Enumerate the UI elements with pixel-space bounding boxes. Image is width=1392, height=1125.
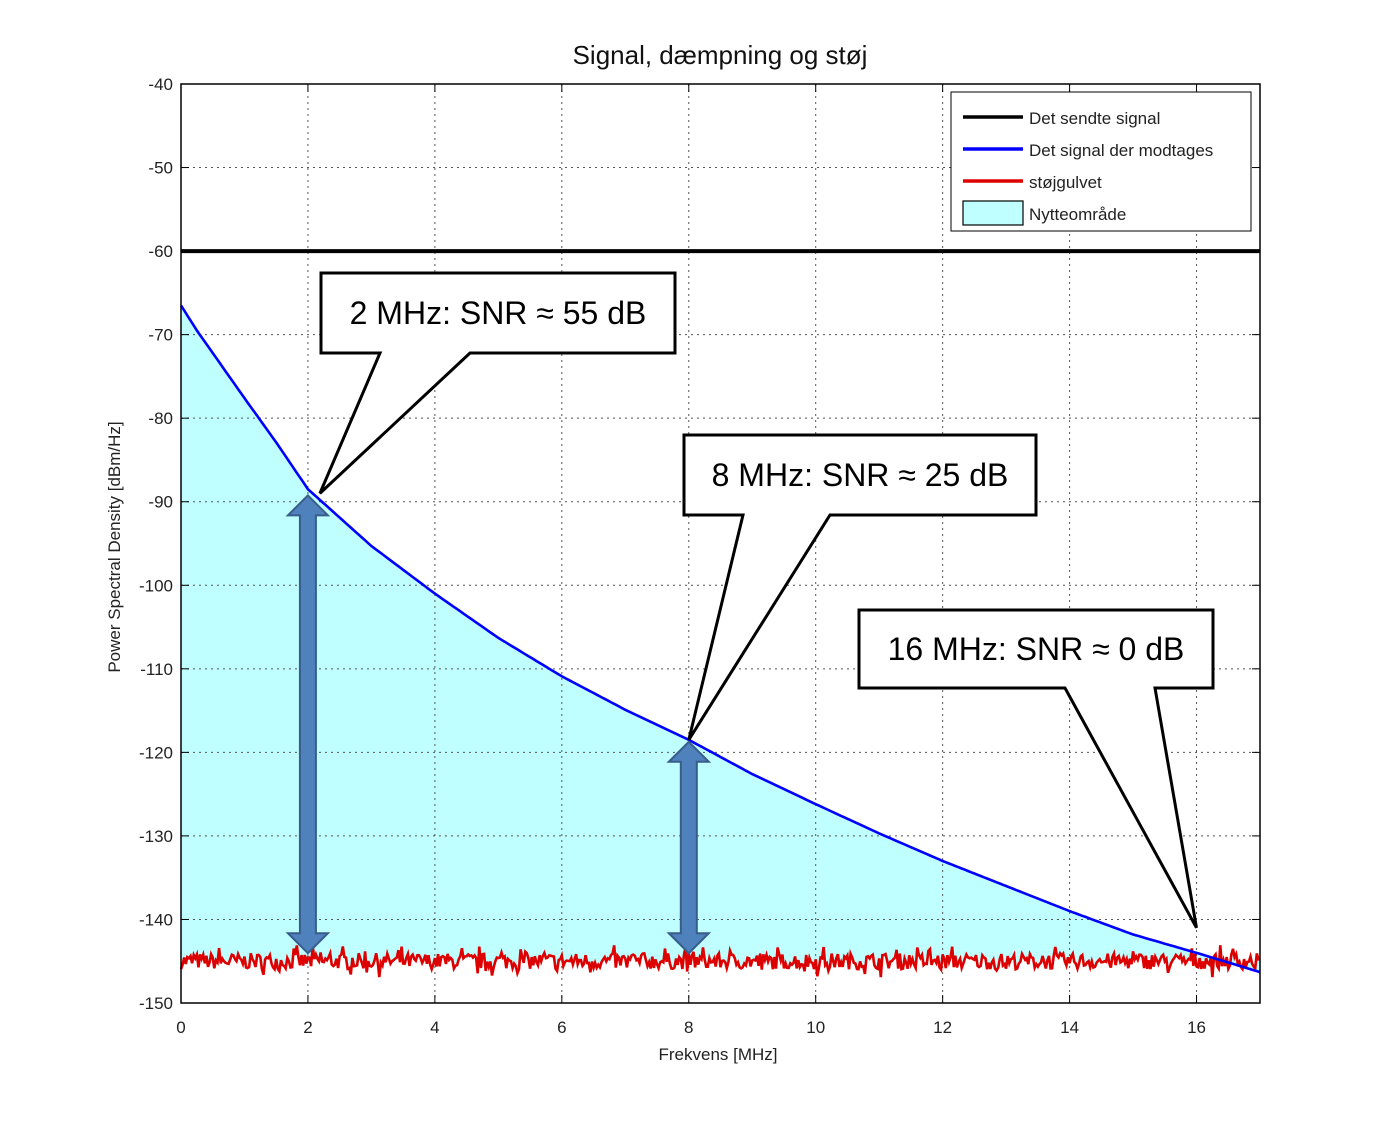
callout-8mhz: 8 MHz: SNR ≈ 25 dB xyxy=(682,433,1038,741)
callout-text: 8 MHz: SNR ≈ 25 dB xyxy=(712,457,1009,493)
x-tick-label: 16 xyxy=(1187,1018,1206,1037)
callout-2mhz: 2 MHz: SNR ≈ 55 dB xyxy=(318,271,677,495)
x-tick-label: 14 xyxy=(1060,1018,1079,1037)
y-tick-label: -40 xyxy=(148,75,173,94)
chart-title: Signal, dæmpning og støj xyxy=(573,40,868,70)
x-tick-label: 2 xyxy=(303,1018,312,1037)
legend-swatch xyxy=(962,200,1024,226)
x-tick-label: 8 xyxy=(684,1018,693,1037)
legend: Det sendte signal Det signal der modtages… xyxy=(950,91,1252,232)
axes-layer xyxy=(180,83,1261,1004)
series-stoejgulvet xyxy=(179,945,1261,978)
y-tick-label: -50 xyxy=(148,159,173,178)
callouts: 2 MHz: SNR ≈ 55 dB 8 MHz: SNR ≈ 25 dB 16 M… xyxy=(318,271,1215,929)
snr-arrow-2mhz xyxy=(285,493,331,955)
snr-arrow-8mhz xyxy=(666,740,712,955)
x-axis-label: Frekvens [MHz] xyxy=(658,1045,777,1064)
x-tick-label: 10 xyxy=(806,1018,825,1037)
y-tick-label: -140 xyxy=(139,910,173,929)
callout-bubble xyxy=(857,608,1215,929)
callout-bubble xyxy=(682,433,1038,741)
callout-text: 2 MHz: SNR ≈ 55 dB xyxy=(350,295,647,331)
axes-box xyxy=(180,83,1261,1004)
callout-text: 16 MHz: SNR ≈ 0 dB xyxy=(888,631,1185,667)
y-tick-label: -120 xyxy=(139,743,173,762)
y-tick-label: -90 xyxy=(148,493,173,512)
y-tick-label: -130 xyxy=(139,827,173,846)
legend-label: støjgulvet xyxy=(1029,173,1102,192)
arrow-layer xyxy=(285,493,712,955)
y-tick-label: -60 xyxy=(148,242,173,261)
y-tick-label: -110 xyxy=(140,660,173,679)
y-tick-label: -80 xyxy=(148,409,173,428)
callout-16mhz: 16 MHz: SNR ≈ 0 dB xyxy=(857,608,1215,929)
y-tick-label: -150 xyxy=(139,994,173,1013)
x-tick-label: 12 xyxy=(933,1018,952,1037)
fill-nytteomraade xyxy=(181,305,1260,978)
x-tick-label: 6 xyxy=(557,1018,566,1037)
y-tick-label: -100 xyxy=(139,576,173,595)
fill-layer xyxy=(181,305,1260,978)
ticks-layer: 0 2 4 6 8 10 12 14 16 -40 -50 -60 -70 -80 -90 -100 -110 -… xyxy=(139,75,1260,1037)
callout-bubble xyxy=(318,271,677,495)
x-tick-label: 0 xyxy=(176,1018,185,1037)
x-tick-label: 4 xyxy=(430,1018,439,1037)
y-tick-label: -70 xyxy=(148,326,173,345)
legend-label: Det signal der modtages xyxy=(1029,141,1213,160)
legend-label: Nytteområde xyxy=(1029,205,1126,224)
series-det-signal-der-modtages xyxy=(179,304,1261,974)
series-layer xyxy=(179,249,1261,978)
y-axis-label: Power Spectral Density [dBm/Hz] xyxy=(105,421,124,672)
legend-label: Det sendte signal xyxy=(1029,109,1160,128)
